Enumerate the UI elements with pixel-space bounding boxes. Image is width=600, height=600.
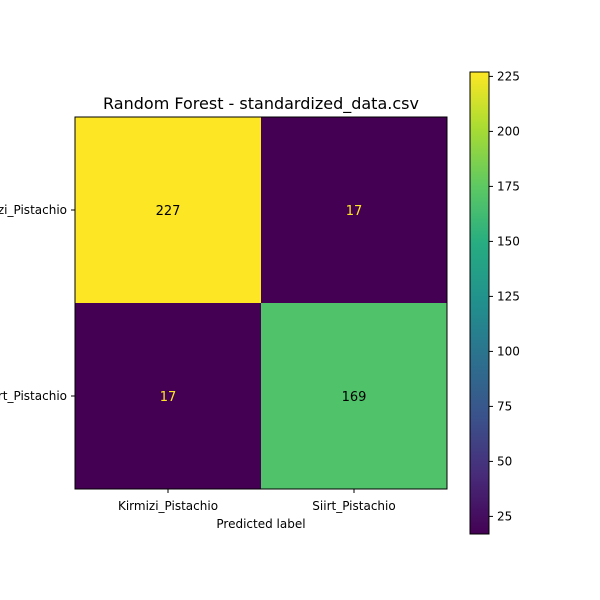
x-tick-label: Siirt_Pistachio bbox=[312, 499, 395, 513]
cell-value-label: 17 bbox=[346, 204, 363, 219]
colorbar: 25 50 75 100 125 150 175 200 225 bbox=[469, 69, 520, 535]
chart-title: Random Forest - standardized_data.csv bbox=[103, 94, 419, 114]
colorbar-tick-label: 25 bbox=[497, 509, 512, 523]
heatmap-cells bbox=[75, 117, 447, 489]
y-axis-ticks: Kirmizi_Pistachio Siirt_Pistachio bbox=[0, 203, 75, 403]
colorbar-tick-label: 125 bbox=[497, 289, 520, 303]
cell-value-label: 227 bbox=[156, 204, 181, 219]
colorbar-gradient bbox=[469, 71, 490, 535]
x-tick-label: Kirmizi_Pistachio bbox=[118, 499, 218, 513]
x-axis-label: Predicted label bbox=[216, 517, 305, 531]
cell-value-label: 169 bbox=[342, 390, 367, 405]
colorbar-tick-label: 75 bbox=[497, 399, 512, 413]
cell-value-labels: 227 17 17 169 bbox=[156, 204, 367, 405]
plot-frame bbox=[74, 116, 448, 490]
heatmap-cell bbox=[75, 303, 261, 489]
colorbar-tick-label: 175 bbox=[497, 179, 520, 193]
colorbar-tick-label: 100 bbox=[497, 344, 520, 358]
cell-value-label: 17 bbox=[160, 390, 177, 405]
colorbar-tick-label: 225 bbox=[497, 69, 520, 83]
heatmap-cell bbox=[75, 117, 261, 303]
colorbar-tick-label: 200 bbox=[497, 124, 520, 138]
colorbar-tick-label: 150 bbox=[497, 234, 520, 248]
colorbar-tick-label: 50 bbox=[497, 454, 512, 468]
heatmap-cell bbox=[261, 117, 447, 303]
y-tick-label: Siirt_Pistachio bbox=[0, 389, 67, 403]
y-tick-label: Kirmizi_Pistachio bbox=[0, 203, 67, 217]
x-axis-ticks: Kirmizi_Pistachio Siirt_Pistachio bbox=[118, 489, 396, 513]
heatmap-cell bbox=[261, 303, 447, 489]
